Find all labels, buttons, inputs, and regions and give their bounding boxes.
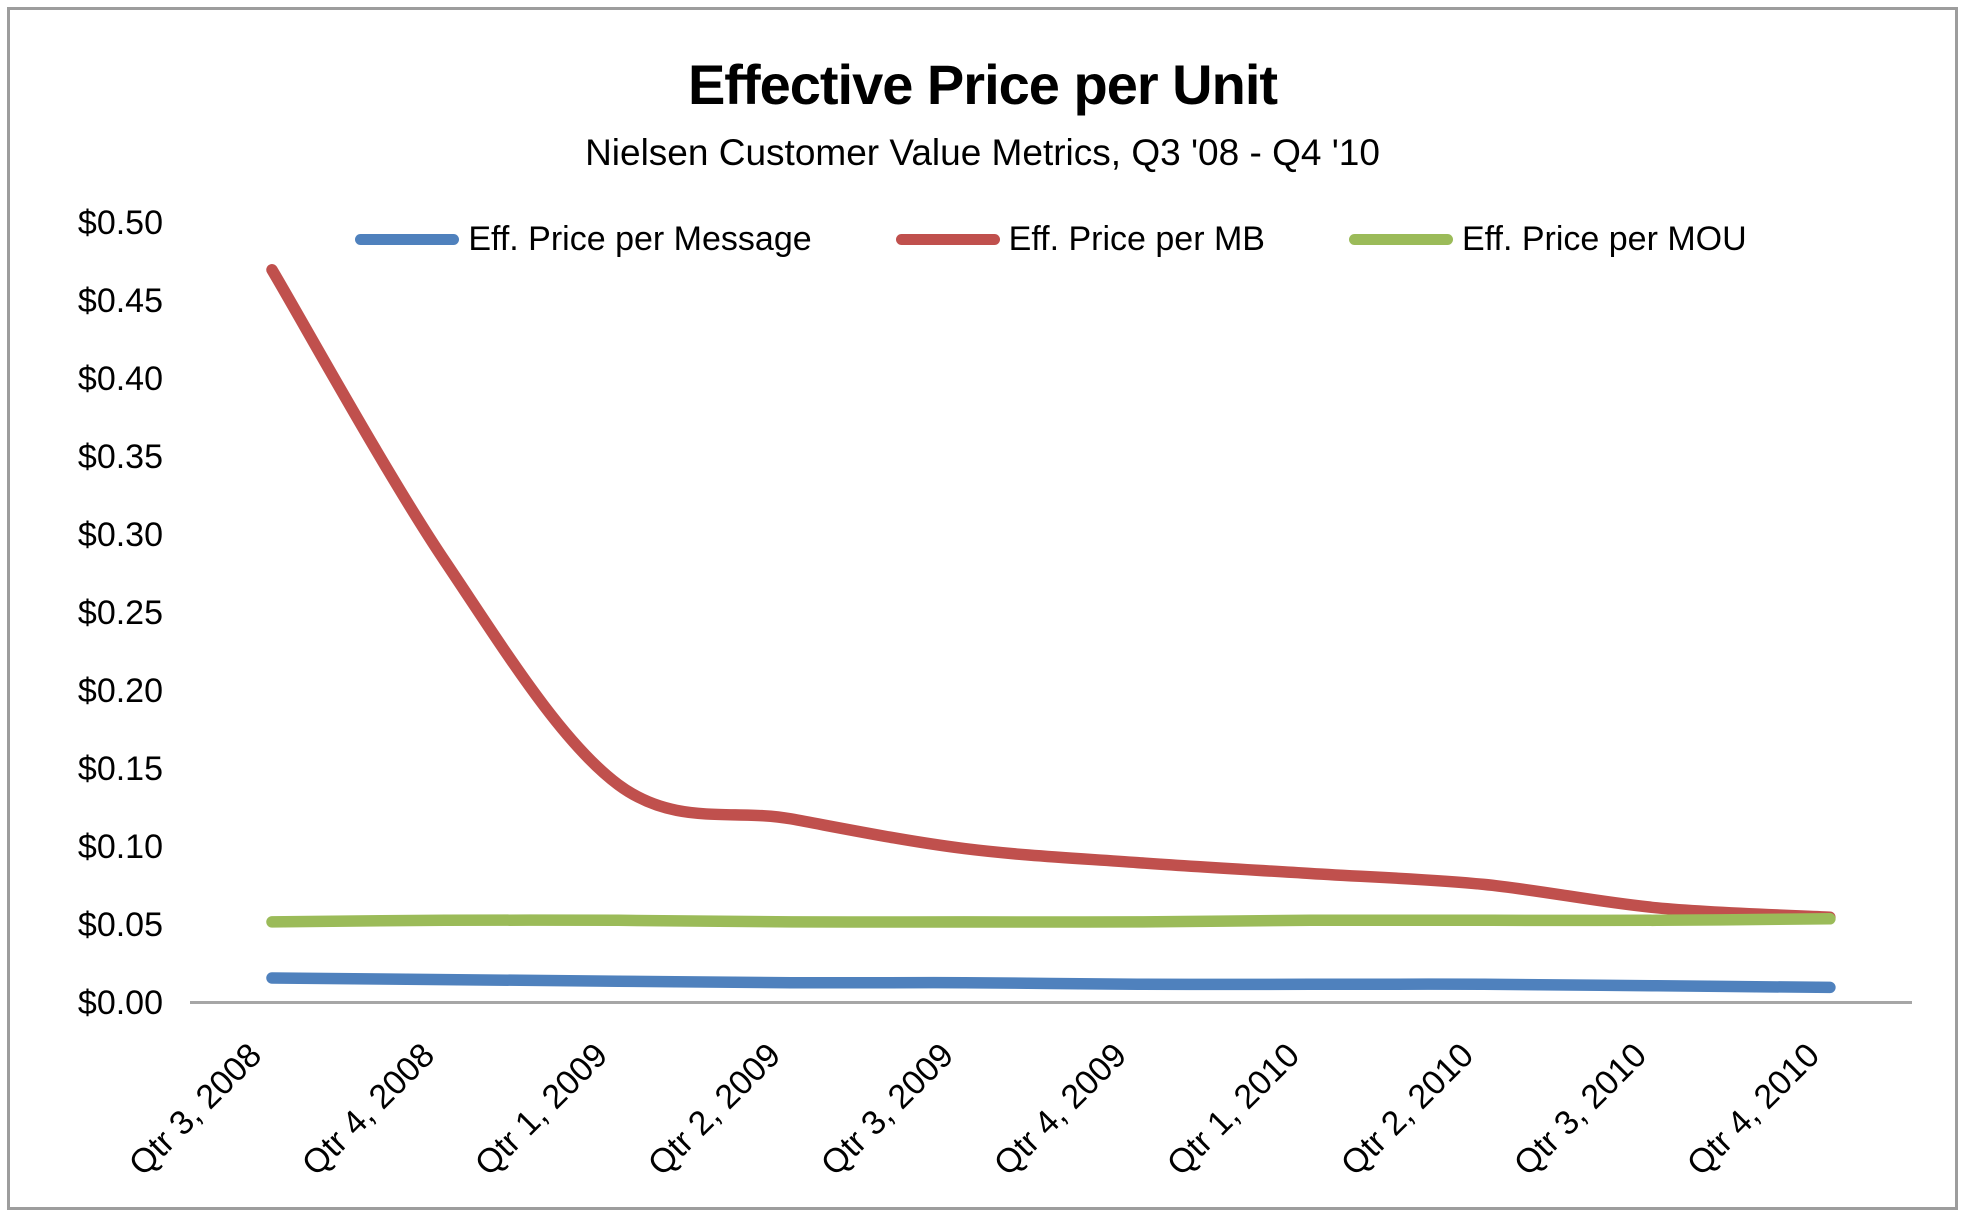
series-line-2 (266, 264, 1836, 923)
series-line-3 (266, 913, 1836, 928)
y-axis-label: $0.35 (77, 438, 163, 476)
legend-label: Eff. Price per Message (468, 220, 812, 258)
y-axis-label: $0.15 (77, 750, 163, 788)
y-axis-label: $0.45 (77, 282, 163, 320)
y-axis-label: $0.30 (77, 516, 163, 554)
legend-item-3: Eff. Price per MOU (1349, 220, 1747, 259)
legend-swatch-icon (895, 234, 1000, 245)
legend-item-1: Eff. Price per Message (355, 220, 812, 259)
legend-swatch-icon (1349, 234, 1453, 245)
y-axis-label: $0.20 (77, 672, 163, 710)
chart-legend: Eff. Price per Message Eff. Price per MB E… (190, 220, 1912, 259)
y-axis-label: $0.50 (77, 204, 163, 242)
legend-item-2: Eff. Price per MB (895, 220, 1265, 259)
x-axis-line (190, 1001, 1912, 1004)
y-axis-label: $0.00 (77, 984, 163, 1022)
chart-subtitle: Nielsen Customer Value Metrics, Q3 '08 -… (585, 132, 1380, 173)
y-axis-label: $0.05 (77, 906, 163, 944)
chart-title: Effective Price per Unit (687, 53, 1278, 116)
series-line-1 (266, 972, 1836, 994)
y-axis-label: $0.40 (77, 360, 163, 398)
legend-label: Eff. Price per MOU (1462, 220, 1747, 258)
y-axis-label: $0.25 (77, 594, 163, 632)
legend-label: Eff. Price per MB (1008, 220, 1265, 258)
chart-frame: Effective Price per Unit Nielsen Custome… (7, 7, 1958, 1210)
legend-swatch-icon (355, 234, 460, 245)
y-axis-label: $0.10 (77, 828, 163, 866)
